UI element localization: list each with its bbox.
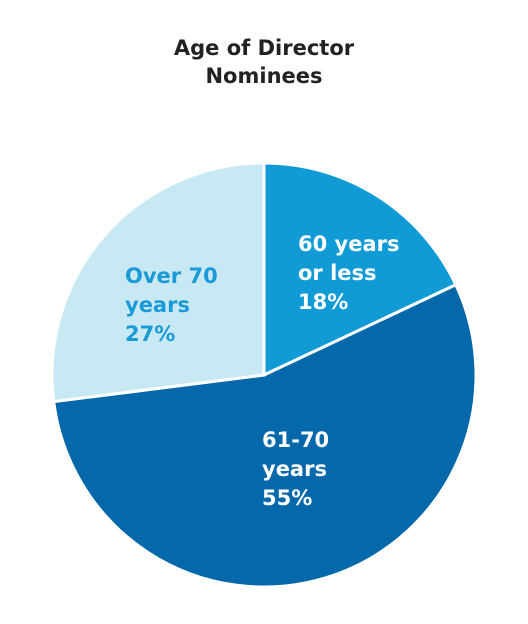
slice-label-box: Over 70 years 27% bbox=[125, 262, 235, 349]
pie-slice bbox=[262, 161, 458, 378]
slice-label: Over 70 years 27% bbox=[125, 262, 235, 349]
chart-title: Age of Director Nominees bbox=[173, 36, 355, 88]
category-label: 61-70 years bbox=[262, 428, 330, 481]
value-label: 18% bbox=[298, 290, 349, 314]
category-label: 60 years or less bbox=[298, 232, 400, 285]
category-label: Over 70 years bbox=[125, 264, 218, 317]
value-label: 55% bbox=[262, 486, 313, 510]
slice-label: 61-70 years 55% bbox=[262, 426, 352, 513]
pie-slice bbox=[50, 161, 266, 404]
pie-slice bbox=[51, 282, 478, 589]
slice-label: 60 years or less 18% bbox=[298, 230, 418, 317]
value-label: 27% bbox=[125, 322, 176, 346]
slice-label-box: 61-70 years 55% bbox=[262, 426, 352, 513]
slice-label-box: 60 years or less 18% bbox=[298, 230, 418, 317]
